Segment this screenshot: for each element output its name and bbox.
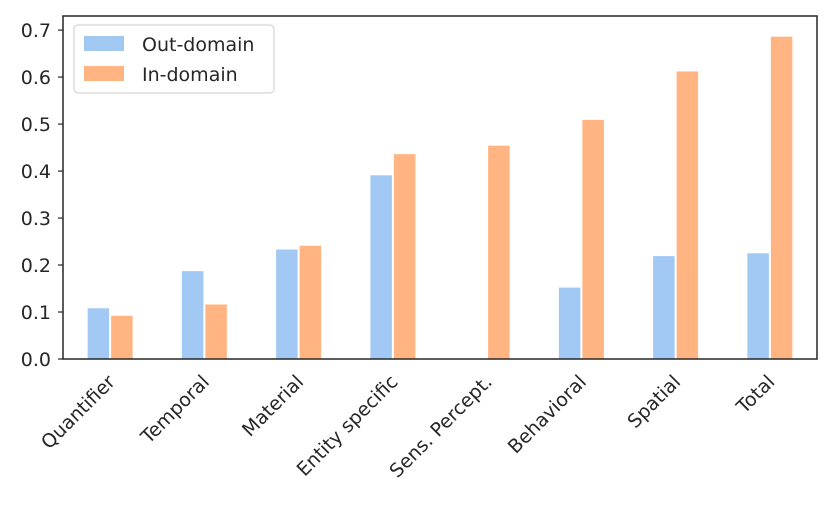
legend-label: Out-domain — [142, 34, 254, 56]
y-tick-label: 0.1 — [21, 302, 51, 324]
y-tick-label: 0.2 — [21, 255, 51, 277]
y-tick-label: 0.0 — [21, 349, 51, 371]
bar-out-domain-total — [747, 253, 769, 359]
bar-in-domain-behavioral — [582, 119, 604, 360]
bar-out-domain-behavioral — [558, 287, 581, 359]
bar-out-domain-entity-specific — [370, 175, 392, 359]
x-tick-label: Material — [238, 371, 308, 441]
y-tick-label: 0.3 — [21, 208, 51, 230]
x-tick-label: Total — [732, 371, 780, 419]
bar-in-domain-spatial — [676, 71, 699, 359]
bar-out-domain-temporal — [181, 271, 204, 359]
legend: Out-domain In-domain — [73, 24, 275, 94]
x-tick-label: Entity specific — [293, 371, 403, 481]
x-tick-label: Sens. Percept. — [385, 371, 496, 482]
x-tick-label: Behavioral — [504, 371, 591, 458]
bar-in-domain-temporal — [205, 304, 227, 359]
bar-in-domain-quantifier — [111, 315, 133, 359]
x-tick-label: Temporal — [136, 371, 214, 449]
y-tick-label: 0.5 — [21, 114, 51, 136]
legend-label: In-domain — [142, 64, 238, 86]
bar-in-domain-total — [770, 36, 793, 359]
bar-out-domain-material — [276, 249, 298, 359]
plot-frame — [62, 15, 818, 360]
legend-swatch — [84, 36, 124, 51]
x-tick-label: Spatial — [623, 371, 685, 433]
bar-in-domain-entity-specific — [393, 154, 416, 359]
legend-swatch — [84, 66, 124, 81]
x-tick-label: Quantifier — [37, 371, 120, 454]
bar-out-domain-spatial — [653, 256, 675, 359]
bar-out-domain-quantifier — [87, 308, 110, 359]
bar-in-domain-sens-percept- — [488, 145, 510, 359]
y-tick-label: 0.6 — [21, 67, 51, 89]
y-tick-label: 0.7 — [21, 20, 51, 42]
bar-in-domain-material — [299, 245, 322, 359]
y-axis: 0.0 0.1 0.2 0.3 0.4 0.5 0.6 0.7 — [21, 20, 63, 371]
y-tick-label: 0.4 — [21, 161, 51, 183]
bars-layer — [87, 36, 793, 360]
